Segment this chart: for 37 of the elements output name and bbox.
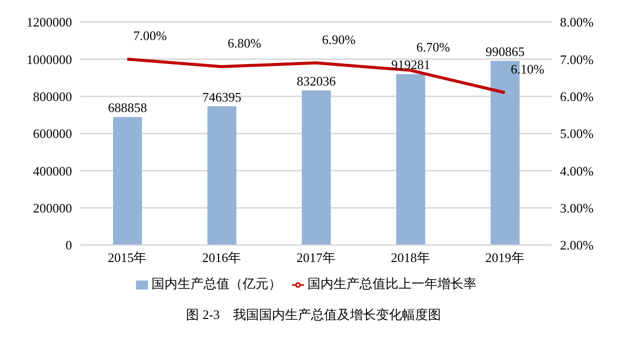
y2-tick-label: 3.00% [560,200,594,216]
x-tick-label: 2017年 [296,250,336,266]
data-label: 7.00% [133,28,167,44]
y-tick-label: 1200000 [26,14,72,30]
x-tick-label: 2018年 [390,250,430,266]
data-label: 6.90% [322,32,356,47]
y-tick-label: 0 [66,238,72,253]
x-tick-label: 2015年 [108,250,147,266]
bar [302,90,331,245]
y2-tick-label: 5.00% [560,126,594,142]
data-label: 990865 [486,44,525,59]
legend-label: 国内生产总值（亿元） [152,276,282,291]
y-tick-label: 600000 [33,126,72,142]
y-tick-label: 200000 [33,200,72,216]
data-label: 6.70% [416,39,450,54]
data-label: 6.80% [228,36,262,51]
bar [113,116,142,245]
data-label: 688858 [108,100,147,115]
legend-label: 国内生产总值比上一年增长率 [308,276,476,291]
y2-tick-label: 7.00% [560,52,594,67]
line-series [126,58,506,94]
y-tick-label: 400000 [33,163,72,178]
y-tick-label: 1000000 [26,52,72,67]
bar [207,106,236,245]
y2-tick-label: 4.00% [560,163,594,178]
data-label: 832036 [296,73,336,88]
x-tick-label: 2016年 [202,250,242,266]
data-label: 919281 [391,57,430,72]
x-tick-label: 2019年 [485,250,524,266]
y-tick-label: 800000 [33,88,72,104]
y2-tick-label: 2.00% [560,238,594,253]
y2-tick-label: 6.00% [560,88,594,104]
data-label: 746395 [202,89,242,104]
caption: 图 2-3 我国国内生产总值及增长变化幅度图 [185,306,442,324]
data-label: 6.10% [510,62,545,77]
y2-tick-label: 8.00% [560,14,594,30]
bar [396,74,426,245]
